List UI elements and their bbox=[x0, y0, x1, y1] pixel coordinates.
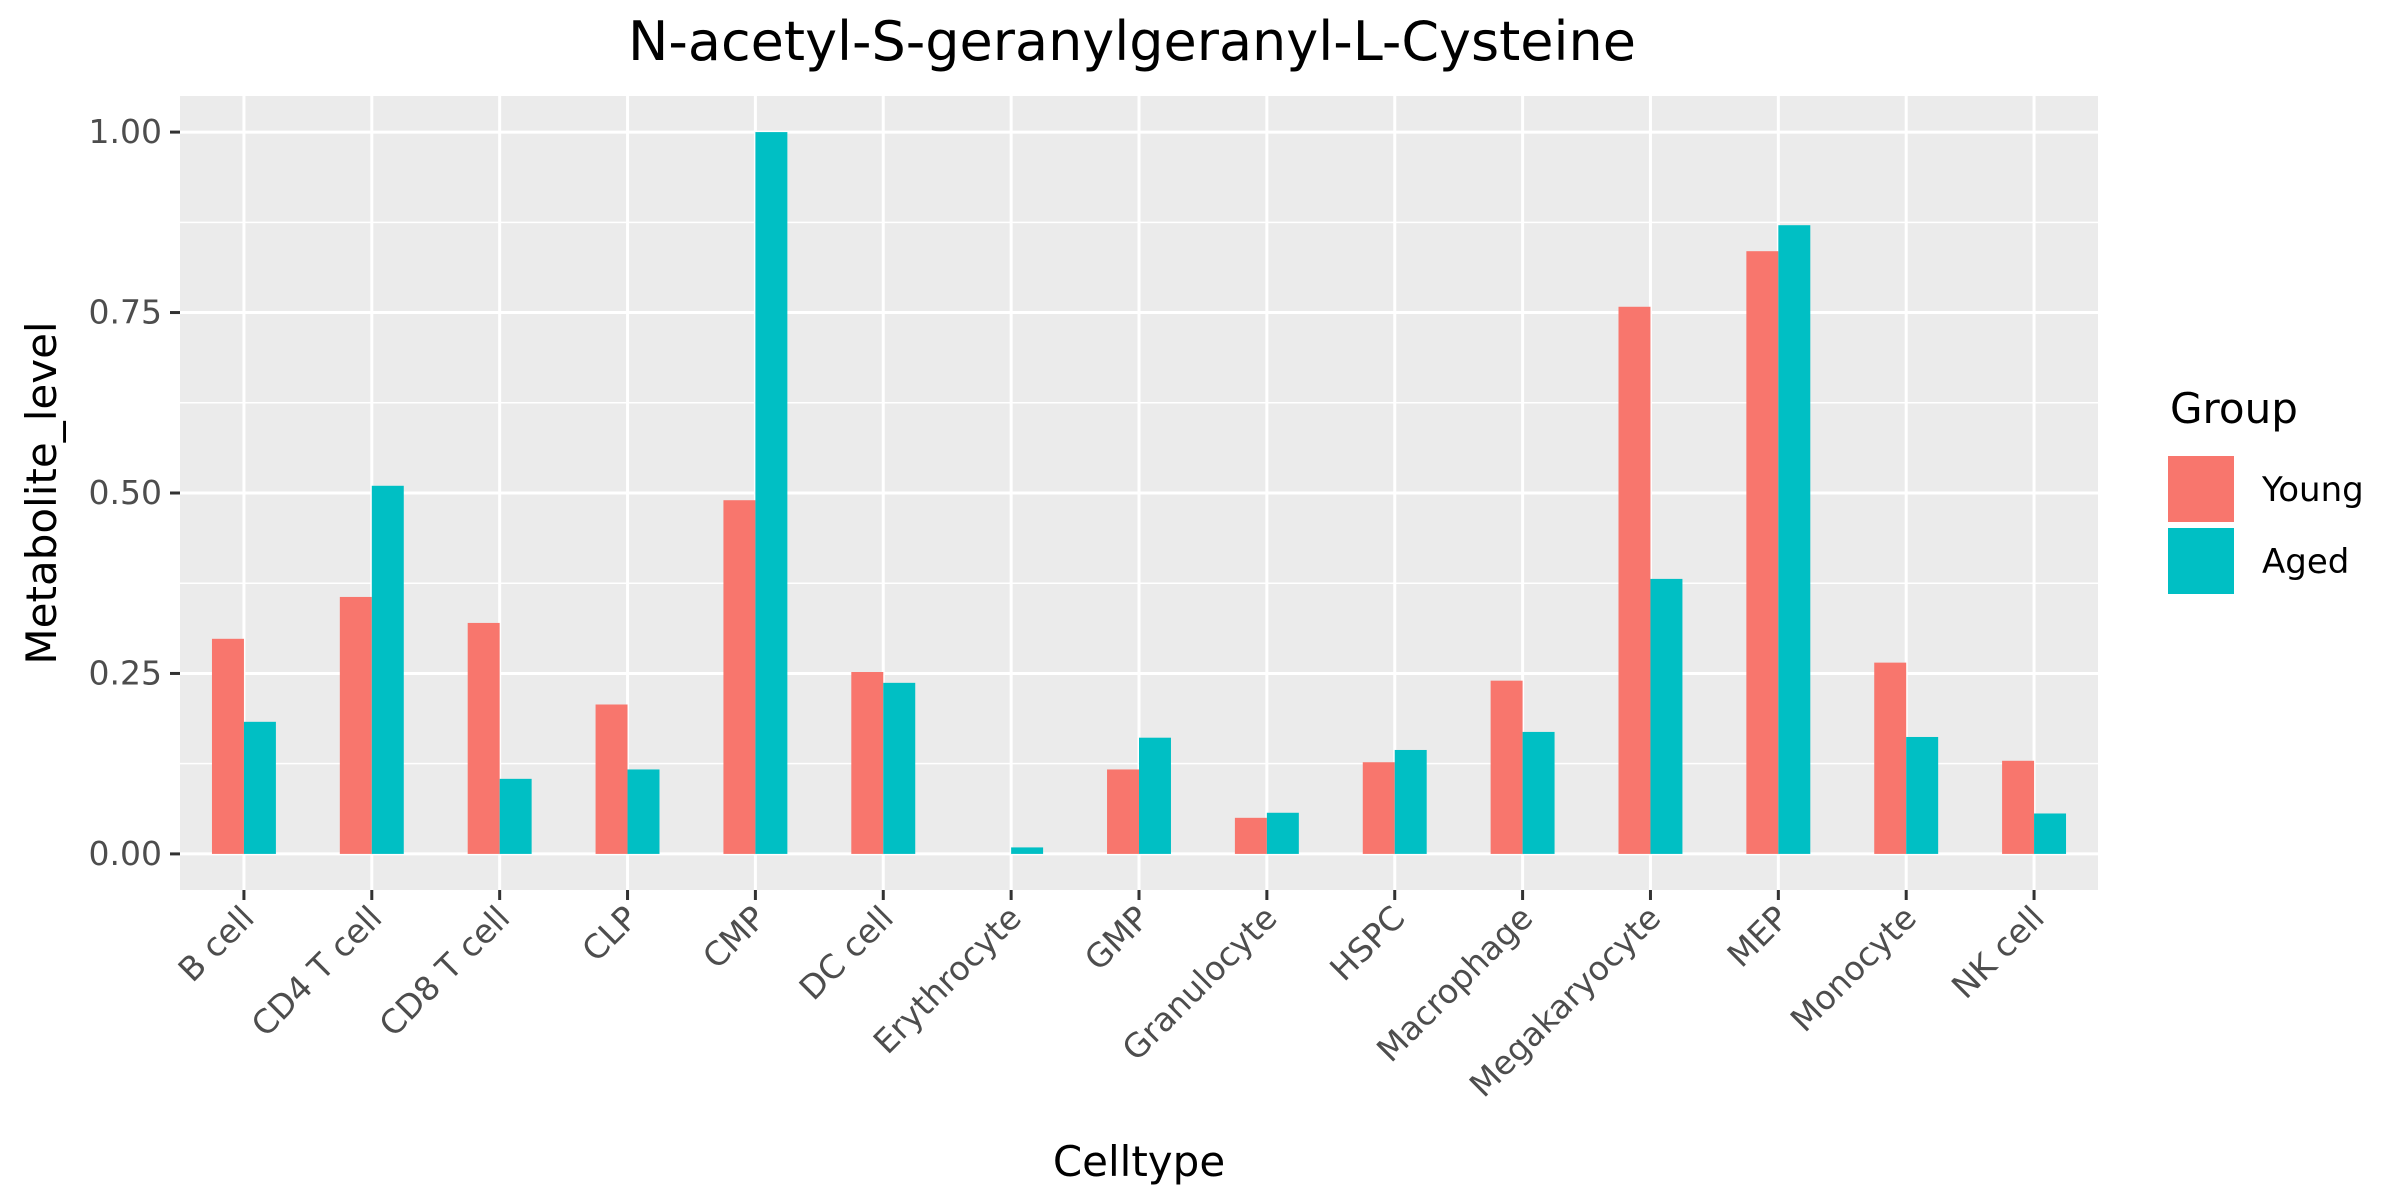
legend-key-aged bbox=[2168, 528, 2234, 594]
legend-label: Aged bbox=[2262, 542, 2349, 582]
legend-items: Young Aged bbox=[2168, 456, 2364, 594]
bars bbox=[211, 132, 2067, 854]
y-tick-label: 1.00 bbox=[89, 112, 162, 151]
y-tick-label: 0.00 bbox=[89, 834, 162, 873]
bar-aged bbox=[499, 778, 532, 854]
y-tick-label: 0.50 bbox=[89, 473, 162, 512]
bar-young bbox=[1746, 251, 1779, 854]
bar-young bbox=[1107, 769, 1139, 854]
bar-aged bbox=[755, 132, 788, 854]
bar-young bbox=[1618, 306, 1651, 854]
bar-young bbox=[1874, 662, 1907, 854]
bar-aged bbox=[1394, 749, 1427, 854]
bar-young bbox=[595, 704, 628, 854]
legend-label: Young bbox=[2261, 470, 2364, 510]
bar-young bbox=[1234, 817, 1267, 854]
bar-aged bbox=[627, 769, 660, 854]
bar-young bbox=[851, 672, 884, 854]
bar-aged bbox=[2034, 813, 2067, 854]
bar-aged bbox=[1011, 847, 1044, 854]
legend: Group Young Aged bbox=[2168, 384, 2364, 594]
bar-aged bbox=[1522, 731, 1555, 854]
y-tick-label: 0.25 bbox=[89, 653, 162, 692]
bar-aged bbox=[371, 485, 404, 854]
bar-young bbox=[467, 622, 500, 854]
bar-young bbox=[2002, 760, 2035, 854]
bar-young bbox=[1490, 680, 1523, 854]
x-axis-title: Celltype bbox=[1053, 1137, 1225, 1186]
y-axis-title: Metabolite_level bbox=[17, 321, 66, 664]
legend-key-young bbox=[2168, 456, 2234, 522]
bar-aged bbox=[1139, 737, 1171, 854]
y-tick-label: 0.75 bbox=[89, 293, 162, 332]
bar-aged bbox=[1266, 812, 1299, 854]
bar-young bbox=[339, 596, 372, 854]
bar-young bbox=[1362, 762, 1395, 854]
bar-aged bbox=[1906, 736, 1939, 854]
legend-title: Group bbox=[2170, 384, 2298, 433]
bar-young bbox=[723, 500, 756, 854]
bar-aged bbox=[1650, 578, 1683, 854]
bar-aged bbox=[243, 721, 276, 854]
bar-young bbox=[211, 638, 244, 854]
chart-title: N-acetyl-S-geranylgeranyl-L-Cysteine bbox=[628, 10, 1636, 73]
bar-aged bbox=[883, 682, 916, 854]
y-axis: 0.00 0.25 0.50 0.75 1.00 bbox=[89, 112, 180, 873]
bar-aged bbox=[1778, 225, 1811, 854]
